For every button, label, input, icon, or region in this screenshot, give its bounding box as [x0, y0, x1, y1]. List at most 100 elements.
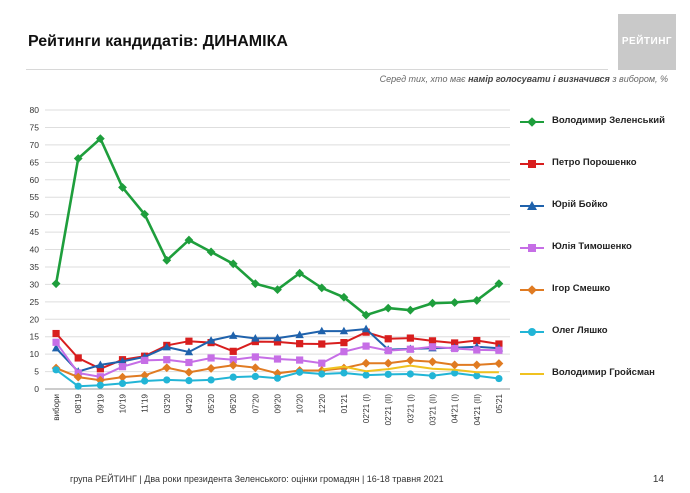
subtitle-bold: намір голосувати і визначився: [468, 74, 610, 84]
data-point: [52, 338, 60, 346]
data-point: [317, 283, 327, 293]
x-tick-label: 08'19: [74, 393, 83, 413]
data-point: [250, 363, 260, 373]
y-tick-label: 35: [30, 262, 40, 272]
legend-label: Ігор Смешко: [552, 283, 611, 294]
data-point: [405, 356, 415, 365]
data-point: [229, 373, 237, 381]
series-line: [321, 364, 499, 374]
data-point: [206, 247, 216, 257]
data-point: [118, 372, 127, 382]
data-point: [473, 346, 481, 354]
data-point: [494, 359, 504, 368]
legend-line: [520, 373, 544, 375]
x-tick-label: 07'20: [251, 393, 260, 413]
legend-label: Володимир Гройсман: [552, 367, 655, 378]
y-tick-label: 40: [30, 245, 40, 255]
data-point: [51, 279, 61, 289]
y-tick-label: 55: [30, 192, 40, 202]
data-point: [361, 324, 371, 333]
data-point: [251, 334, 260, 342]
data-point: [384, 335, 392, 343]
y-tick-label: 15: [30, 332, 40, 342]
data-point: [228, 259, 238, 269]
y-tick-label: 70: [30, 140, 40, 150]
data-point: [250, 279, 260, 289]
data-point: [406, 334, 414, 342]
data-point: [472, 360, 482, 370]
data-point: [318, 359, 326, 367]
data-point: [52, 329, 60, 338]
data-point: [472, 296, 482, 305]
legend-item: Володимир Зеленський: [520, 112, 685, 132]
legend-label: Петро Порошенко: [552, 157, 637, 168]
y-tick-label: 65: [30, 157, 40, 167]
data-point: [428, 357, 437, 367]
legend-label: Олег Ляшко: [552, 325, 608, 336]
y-tick-label: 0: [34, 384, 39, 394]
data-point: [296, 368, 304, 376]
data-point: [428, 343, 437, 351]
data-point: [406, 345, 414, 353]
chart-subtitle: Серед тих, хто має намір голосувати і ви…: [380, 74, 668, 84]
x-tick-label: 12'20: [318, 393, 327, 413]
data-point: [141, 356, 149, 365]
data-point: [383, 303, 393, 313]
data-point: [185, 377, 193, 385]
data-point: [95, 134, 105, 143]
data-point: [51, 343, 61, 352]
legend-item: Юрій Бойко: [520, 196, 685, 216]
data-point: [296, 340, 304, 348]
legend-marker: [527, 117, 537, 127]
x-tick-label: 03'21 (II): [429, 394, 438, 426]
data-point: [273, 374, 282, 382]
data-point: [362, 342, 370, 350]
data-point: [73, 372, 83, 382]
data-point: [273, 333, 282, 342]
data-point: [428, 337, 437, 345]
data-point: [118, 183, 127, 192]
legend-marker: [528, 328, 536, 336]
data-point: [206, 336, 216, 344]
y-tick-label: 80: [30, 105, 40, 115]
data-point: [118, 363, 127, 371]
data-point: [207, 354, 215, 362]
title-divider: [26, 69, 608, 70]
y-tick-label: 25: [30, 297, 40, 307]
legend-marker: [528, 244, 536, 252]
x-tick-label: 02'21 (I): [362, 394, 371, 423]
data-point: [405, 305, 415, 315]
data-point: [428, 372, 437, 380]
data-point: [495, 346, 503, 354]
legend-marker: [528, 160, 536, 168]
data-point: [163, 356, 171, 364]
data-point: [318, 340, 326, 348]
x-tick-label: 04'21 (II): [473, 394, 482, 426]
legend-item: Юлія Тимошенко: [520, 238, 685, 258]
data-point: [162, 342, 171, 351]
data-point: [251, 353, 259, 361]
data-point: [118, 357, 127, 365]
data-point: [295, 268, 305, 278]
data-point: [450, 360, 460, 370]
x-tick-label: 10'20: [296, 393, 305, 413]
subtitle-suffix: з вибором, %: [609, 74, 668, 84]
data-point: [118, 379, 127, 388]
y-tick-label: 20: [30, 314, 40, 324]
data-point: [383, 358, 393, 368]
data-point: [229, 347, 237, 355]
data-point: [473, 336, 481, 345]
data-point: [340, 348, 348, 356]
legend-item: Петро Порошенко: [520, 154, 685, 174]
legend-item: Олег Ляшко: [520, 322, 685, 342]
data-point: [361, 358, 371, 368]
data-point: [361, 310, 371, 320]
data-point: [206, 364, 216, 373]
data-point: [406, 370, 414, 378]
data-point: [229, 331, 238, 339]
data-point: [163, 376, 171, 384]
data-point: [141, 377, 149, 385]
legend-item: Ігор Смешко: [520, 280, 685, 300]
data-point: [184, 235, 194, 245]
